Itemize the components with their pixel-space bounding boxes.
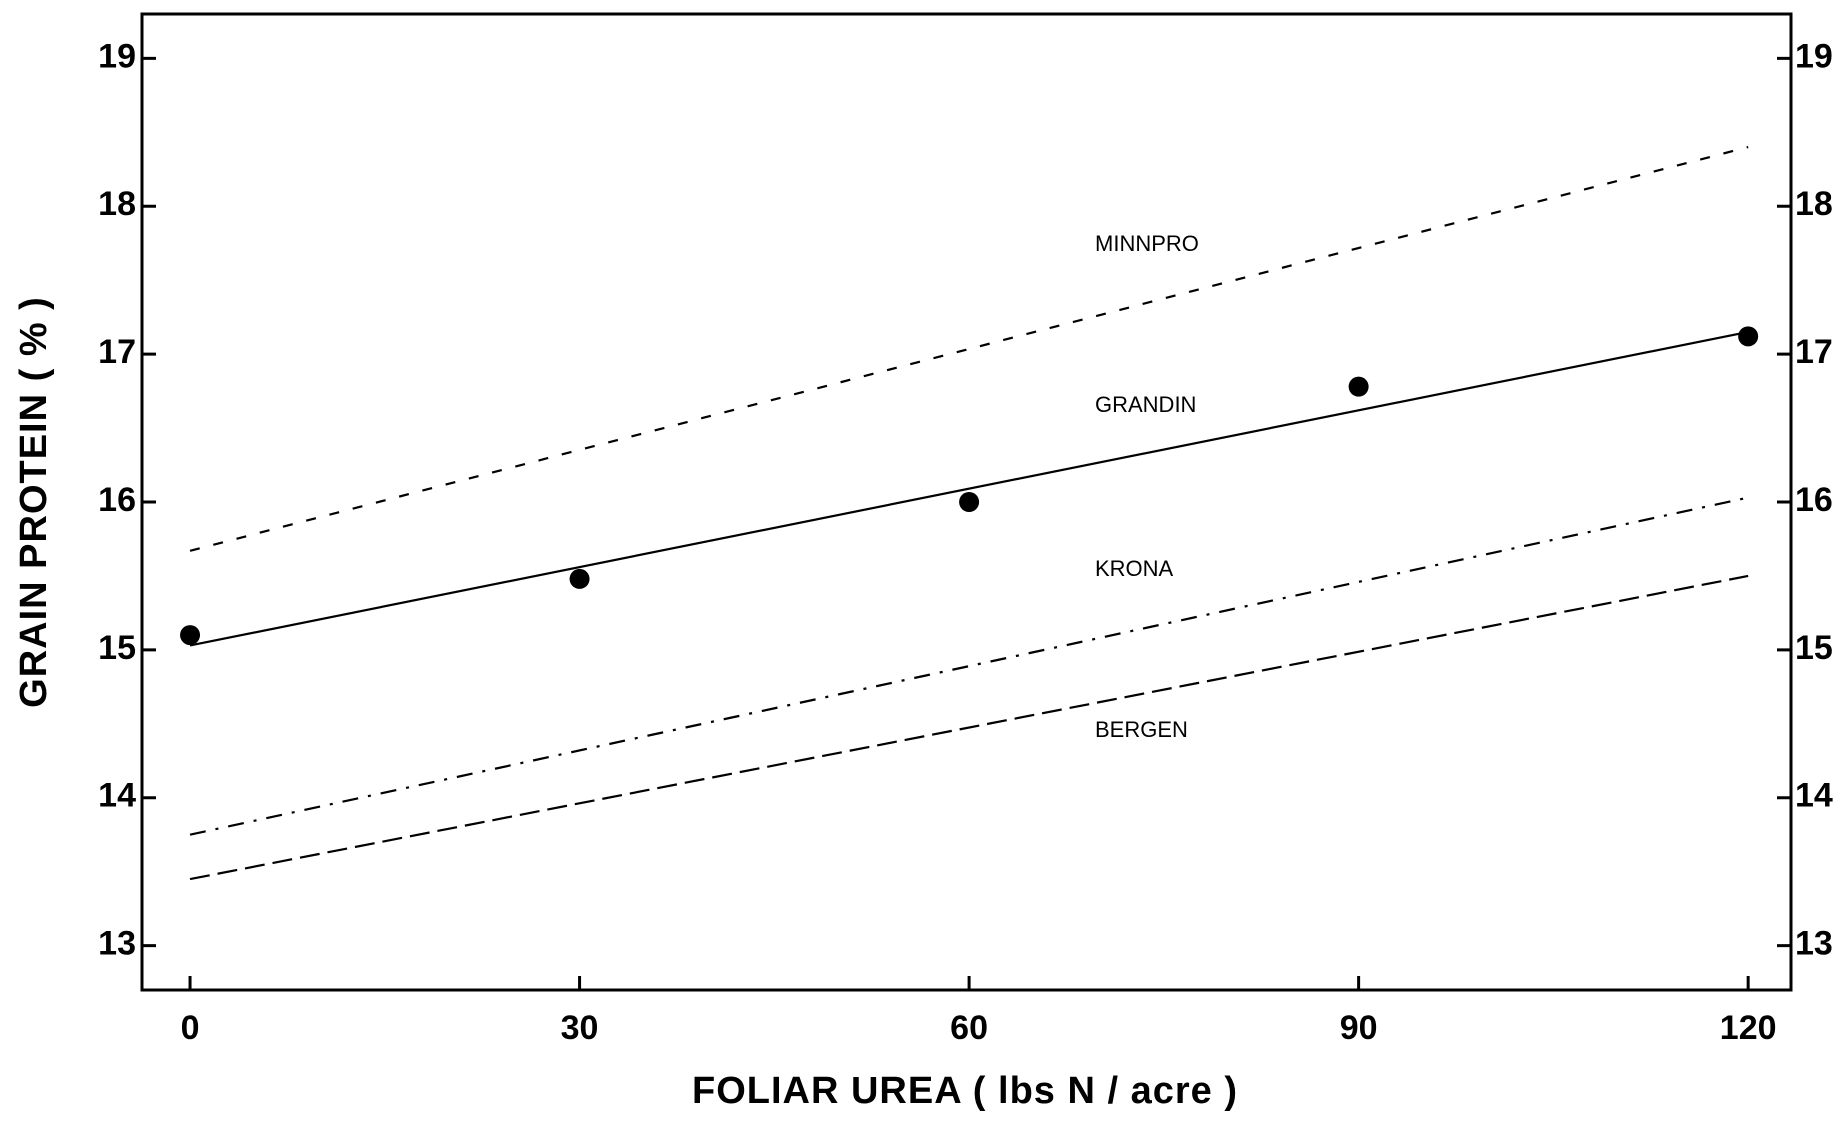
y2-tick-label: 14	[1795, 777, 1833, 815]
x-tick-label: 0	[181, 1009, 200, 1047]
data-point	[1348, 376, 1369, 397]
y2-tick-label: 18	[1795, 185, 1833, 223]
series-line	[189, 496, 1749, 836]
y-tick-label: 19	[98, 37, 136, 75]
x-tick-label: 60	[950, 1009, 988, 1047]
series-label: GRANDIN	[1095, 392, 1196, 417]
y2-tick-label: 16	[1795, 481, 1833, 519]
data-point	[1738, 326, 1759, 347]
y2-tick-label: 15	[1795, 629, 1833, 667]
x-tick-label: 30	[561, 1009, 599, 1047]
y-tick-label: 14	[98, 777, 136, 815]
data-point	[569, 568, 590, 589]
y-tick-label: 13	[98, 925, 136, 963]
y2-tick-label: 13	[1795, 925, 1833, 963]
y-tick-label: 17	[98, 333, 136, 371]
y2-tick-label: 19	[1795, 37, 1833, 75]
series-label: KRONA	[1095, 556, 1174, 581]
series-line	[189, 330, 1749, 647]
x-axis-title: FOLIAR UREA ( lbs N / acre )	[692, 1070, 1238, 1112]
y-tick-label: 18	[98, 185, 136, 223]
x-tick-label: 120	[1720, 1009, 1777, 1047]
y2-tick-label: 17	[1795, 333, 1833, 371]
y-tick-label: 15	[98, 629, 136, 667]
series-line	[189, 574, 1749, 881]
x-tick-label: 90	[1340, 1009, 1378, 1047]
y-tick-label: 16	[98, 481, 136, 519]
y-axis-title: GRAIN PROTEIN ( % )	[13, 296, 55, 708]
series-line	[189, 146, 1749, 552]
series-label: BERGEN	[1095, 717, 1188, 742]
data-point	[959, 492, 980, 512]
data-point	[180, 625, 201, 646]
series-label: MINNPRO	[1095, 231, 1199, 256]
